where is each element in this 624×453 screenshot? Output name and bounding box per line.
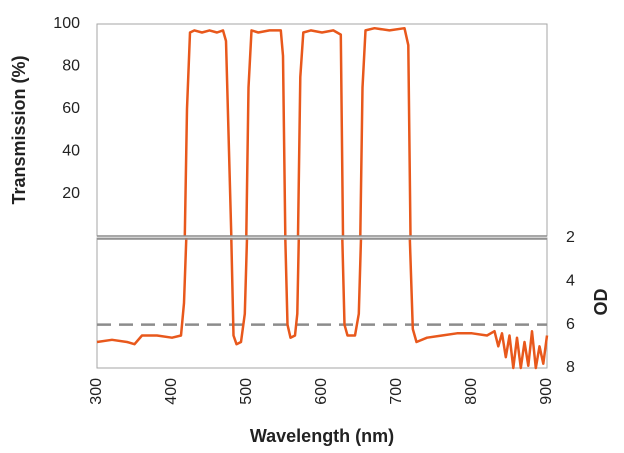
y2-axis-title: OD — [591, 288, 611, 315]
y-tick-label: 60 — [62, 100, 80, 117]
y-axis-title: Transmission (%) — [9, 55, 29, 204]
y-tick-label: 40 — [62, 142, 80, 159]
x-tick-label: 500 — [238, 378, 255, 405]
x-tick-label: 400 — [163, 378, 180, 405]
y2-tick-label: 2 — [566, 229, 575, 246]
plot-frame — [96, 23, 548, 237]
plot-frame — [96, 237, 548, 369]
x-tick-label: 600 — [313, 378, 330, 405]
x-tick-label: 900 — [538, 378, 555, 405]
y2-tick-label: 8 — [566, 359, 575, 376]
x-tick-label: 300 — [88, 378, 105, 405]
x-axis-title: Wavelength (nm) — [250, 426, 394, 446]
data-line — [183, 26, 412, 237]
data-line — [96, 237, 549, 370]
y2-tick-label: 6 — [566, 316, 575, 333]
y-tick-label: 100 — [53, 15, 80, 32]
x-tick-label: 800 — [463, 378, 480, 405]
y-tick-label: 20 — [62, 185, 80, 202]
y2-tick-label: 4 — [566, 273, 575, 290]
y-tick-label: 80 — [62, 58, 80, 75]
x-tick-label: 700 — [388, 378, 405, 405]
